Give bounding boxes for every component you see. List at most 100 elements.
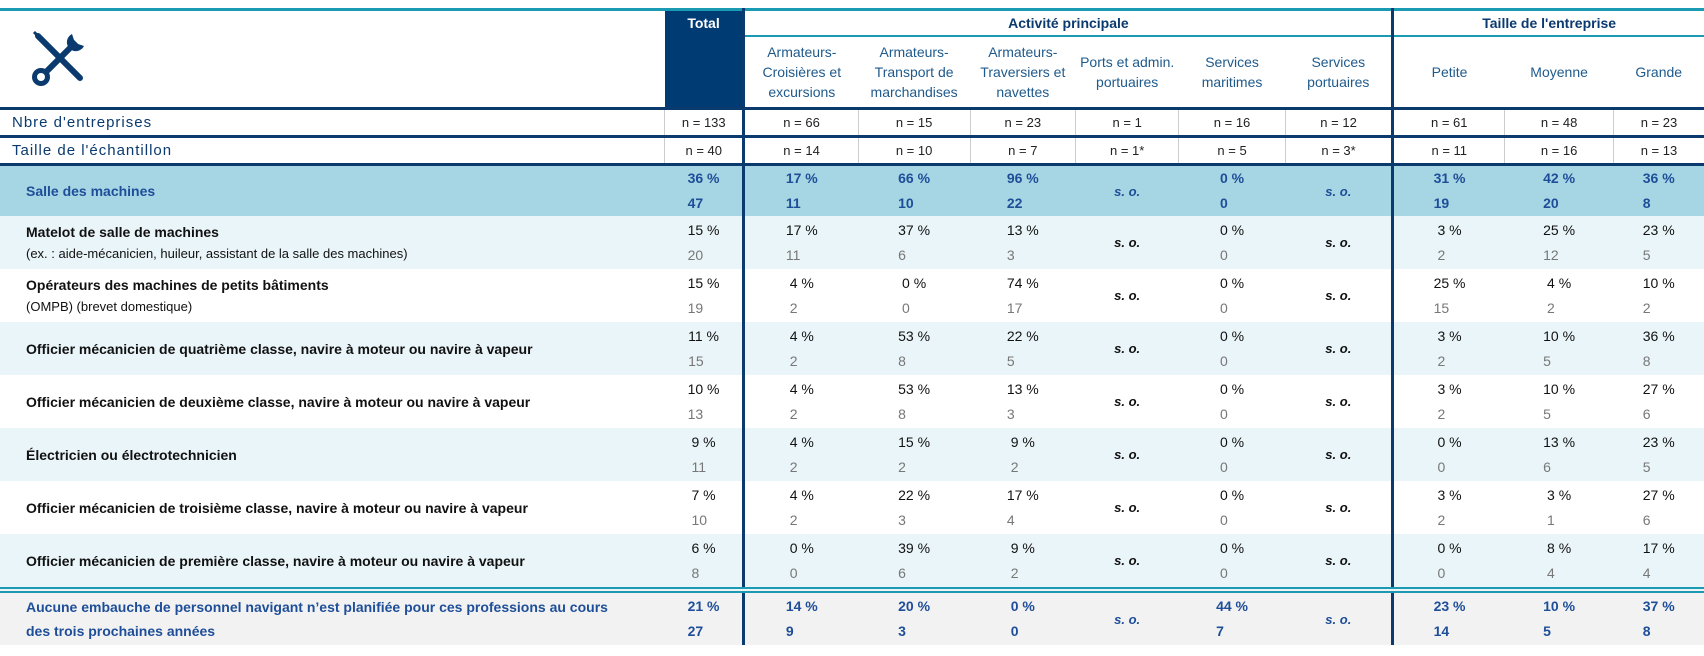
- value-stack: 3 % 1: [1547, 483, 1571, 533]
- value-stack: 17 % 4: [1007, 483, 1039, 533]
- column-header: Services maritimes: [1201, 54, 1263, 90]
- count-cell: n = 48: [1504, 107, 1614, 137]
- percent: 4 %: [789, 274, 814, 291]
- value-stack: 9 % 2: [1011, 430, 1035, 480]
- value-stack: 7 % 10: [691, 483, 715, 533]
- value-cell: 0 % 0: [1179, 481, 1286, 534]
- count: 2: [1547, 299, 1555, 316]
- na-cell: s. o.: [1075, 587, 1179, 645]
- value-cell: 0 % 0: [1178, 534, 1286, 590]
- na-cell: s. o.: [1114, 394, 1141, 409]
- value-stack: 3 % 2: [1437, 377, 1461, 427]
- value-cell: 36 % 8: [1613, 163, 1704, 216]
- row-label-cell: Matelot de salle de machines (ex. : aide-…: [0, 216, 665, 269]
- percent: 53 %: [898, 380, 931, 397]
- na-cell: s. o.: [1285, 216, 1395, 269]
- count: 0: [1219, 195, 1228, 211]
- value-cell: 17 % 4: [1613, 534, 1704, 590]
- count-cell: n = 10: [857, 135, 971, 165]
- percent: 3 %: [1437, 486, 1462, 503]
- count-cell: n = 11: [1392, 135, 1505, 165]
- value-cell: 0 % 0: [1178, 428, 1286, 481]
- percent: 4 %: [1547, 274, 1572, 291]
- na-cell: s. o.: [1285, 481, 1395, 534]
- value-cell: 15 % 2: [858, 428, 971, 481]
- count: 2: [1437, 352, 1446, 369]
- count: 0: [1219, 458, 1228, 475]
- percent: 11 %: [688, 327, 719, 344]
- count: 11: [785, 246, 801, 263]
- percent: 25 %: [1433, 274, 1466, 291]
- percent: 0 %: [1437, 433, 1462, 450]
- na-cell: s. o.: [1075, 216, 1179, 269]
- row-label-cell: Opérateurs des machines de petits bâtime…: [0, 269, 665, 322]
- row-label: Officier mécanicien de troisième classe,…: [26, 499, 528, 516]
- row-label-cell: Officier mécanicien de première classe, …: [0, 534, 665, 590]
- section-row: Salle des machines 36 % 47 17 % 11 66 % 10 96 %…: [0, 163, 1704, 216]
- value-stack: 23 % 5: [1643, 218, 1675, 268]
- value-cell: 36 % 47: [664, 163, 746, 216]
- count: 2: [1437, 405, 1446, 422]
- na-cell: s. o.: [1285, 534, 1395, 590]
- na-cell: s. o.: [1285, 163, 1395, 216]
- value-cell: 8 % 4: [1504, 534, 1614, 590]
- percent: 0 %: [1010, 598, 1035, 614]
- value-stack: 3 % 2: [1437, 483, 1461, 533]
- count: 5: [1642, 246, 1651, 263]
- value-cell: 36 % 8: [1613, 322, 1704, 375]
- value-cell: 9 % 2: [970, 534, 1076, 590]
- value-cell: 6 % 8: [664, 534, 746, 590]
- na-cell: s. o.: [1285, 375, 1395, 428]
- count: 12: [1543, 246, 1559, 263]
- value-cell: 13 % 6: [1504, 428, 1614, 481]
- data-row: Officier mécanicien de deuxième classe, …: [0, 375, 1704, 428]
- row-label: Nbre d'entreprises: [0, 107, 665, 137]
- value-cell: 53 % 8: [858, 322, 971, 375]
- value-cell: 0 % 0: [1179, 375, 1286, 428]
- value-stack: 31 % 19: [1434, 166, 1466, 216]
- value-cell: 9 % 11: [664, 428, 746, 481]
- value-stack: 15 % 2: [898, 430, 930, 480]
- value-cell: 17 % 4: [970, 481, 1075, 534]
- count: 11: [691, 458, 707, 475]
- count: 2: [898, 458, 906, 475]
- value-stack: 36 % 8: [1643, 324, 1675, 374]
- value-cell: 7 % 10: [664, 481, 746, 534]
- value-cell: 4 % 2: [743, 322, 859, 375]
- value-stack: 0 % 0: [902, 271, 926, 321]
- value-stack: 36 % 8: [1643, 166, 1675, 216]
- row-label: Officier mécanicien de deuxième classe, …: [26, 393, 531, 410]
- na-cell: s. o.: [1285, 322, 1395, 375]
- percent: 17 %: [785, 170, 818, 186]
- value-cell: 3 % 2: [1392, 322, 1505, 375]
- count: 15: [688, 352, 704, 369]
- percent: 36 %: [687, 170, 720, 186]
- value-stack: 0 % 0: [1220, 536, 1244, 586]
- value-cell: 17 % 11: [743, 216, 859, 269]
- value-cell: 0 % 0: [743, 534, 859, 590]
- count-cell: n = 23: [1612, 107, 1704, 137]
- value-stack: 17 % 11: [786, 218, 818, 268]
- value-cell: 25 % 15: [1393, 269, 1505, 322]
- count: 17: [1006, 299, 1023, 316]
- count-cell: n = 16: [1178, 107, 1286, 137]
- value-stack: 0 % 0: [1220, 271, 1244, 321]
- data-row: Officier mécanicien de quatrième classe,…: [0, 322, 1704, 375]
- row-label: Électricien ou électrotechnicien: [26, 446, 237, 463]
- value-cell: 4 % 2: [744, 375, 858, 428]
- value-cell: 0 % 0: [1392, 428, 1505, 481]
- percent: 10 %: [1543, 327, 1576, 344]
- count-cell: n = 133: [664, 107, 746, 137]
- na-cell: s. o.: [1285, 428, 1395, 481]
- value-stack: 4 % 2: [790, 324, 814, 374]
- count-cell: n = 13: [1612, 135, 1704, 165]
- percent: 96 %: [1006, 170, 1039, 186]
- count: 2: [1010, 564, 1019, 581]
- count: 10: [691, 511, 708, 528]
- value-stack: 8 % 4: [1547, 536, 1571, 586]
- value-stack: 10 % 5: [1543, 377, 1575, 427]
- count: 8: [898, 405, 906, 422]
- column-header: Services portuaires: [1285, 36, 1395, 109]
- count-cell: n = 12: [1284, 107, 1395, 137]
- percent: 0 %: [1219, 274, 1245, 291]
